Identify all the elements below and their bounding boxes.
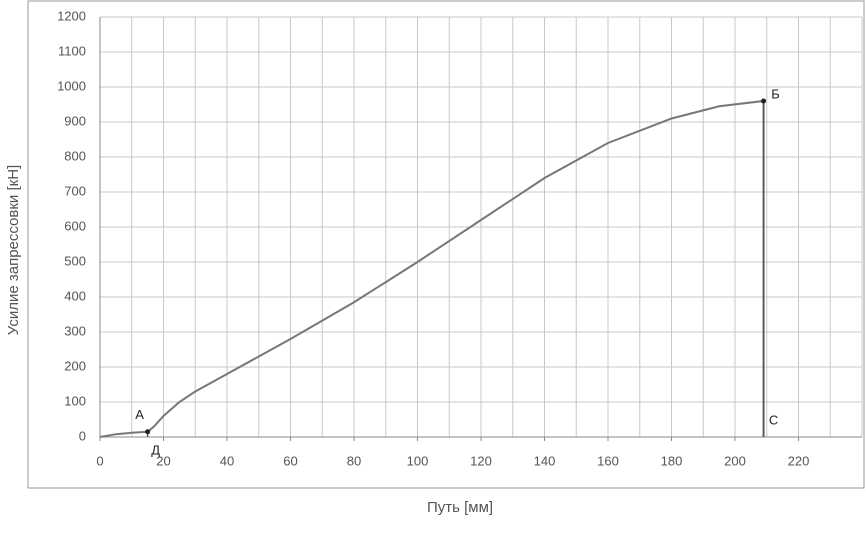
- x-tick-label: 0: [96, 453, 103, 468]
- y-tick-label: 600: [64, 218, 86, 233]
- y-tick-label: 100: [64, 393, 86, 408]
- y-tick-label: 300: [64, 323, 86, 338]
- x-axis-title: Путь [мм]: [427, 499, 493, 516]
- x-tick-label: 80: [347, 453, 361, 468]
- y-tick-label: 1200: [57, 8, 86, 23]
- y-tick-label: 400: [64, 288, 86, 303]
- x-tick-label: 20: [156, 453, 170, 468]
- x-tick-label: 60: [283, 453, 297, 468]
- x-tick-label: 140: [534, 453, 556, 468]
- x-tick-label: 100: [407, 453, 429, 468]
- x-tick-label: 120: [470, 453, 492, 468]
- y-tick-label: 800: [64, 148, 86, 163]
- y-tick-label: 900: [64, 113, 86, 128]
- y-tick-label: 700: [64, 183, 86, 198]
- data-line: [99, 99, 765, 438]
- y-tick-label: 1100: [58, 43, 86, 58]
- y-tick-label: 1000: [57, 78, 86, 93]
- x-tick-label: 160: [597, 453, 619, 468]
- annotation-label: Д: [151, 442, 160, 457]
- annotation-label: Б: [771, 86, 780, 101]
- y-tick-label: 200: [64, 358, 86, 373]
- x-tick-label: 180: [661, 453, 683, 468]
- annotation-label: А: [135, 407, 144, 422]
- chart-frame: [27, 0, 865, 489]
- y-tick-label: 500: [64, 253, 86, 268]
- x-tick-label: 200: [724, 453, 746, 468]
- x-tick-label: 40: [220, 453, 234, 468]
- x-tick-label: 220: [788, 453, 810, 468]
- y-axis-title: Усилие запрессовки [кН]: [5, 165, 22, 335]
- annotation-label: С: [769, 412, 778, 427]
- y-tick-label: 0: [79, 428, 86, 443]
- annotation-point: [145, 429, 151, 435]
- annotation-point: [761, 98, 767, 104]
